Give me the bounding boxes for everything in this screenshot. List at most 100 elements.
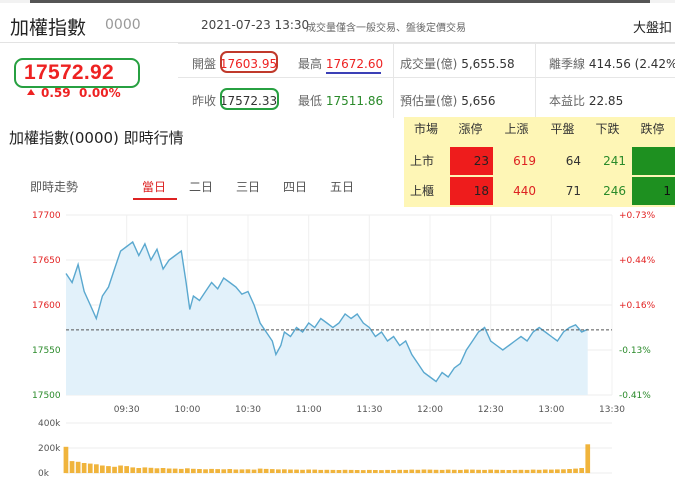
breadth-limit-down: 1	[632, 177, 675, 205]
breadth-header: 下跌	[595, 122, 620, 136]
volume-disclaimer: 成交量僅含一般交易、盤後定價交易	[306, 23, 466, 34]
volume-bar	[561, 469, 566, 474]
volume-bar	[488, 469, 493, 473]
y-right-tick-label: +0.16%	[619, 301, 656, 311]
volume-bar	[160, 468, 166, 473]
volume-bar	[470, 469, 475, 473]
market-breadth-table: 市場 漲停 上漲 平盤 下跌 跌停 上市 23 619 64 241 上櫃 18…	[404, 117, 675, 207]
stat-high-value: 17672.60	[325, 57, 384, 71]
volume-bar	[136, 468, 142, 473]
volume-bar	[512, 469, 518, 473]
volume-bar	[530, 469, 536, 473]
stats-col-divider	[535, 44, 536, 118]
stat-volume-label: 成交量(億)	[400, 57, 458, 71]
volume-bar	[421, 469, 427, 473]
tab-two-days[interactable]: 二日	[189, 180, 214, 194]
index-code: 0000	[105, 17, 141, 33]
breadth-header: 平盤	[550, 122, 575, 136]
tab-five-days[interactable]: 五日	[330, 180, 355, 194]
volume-bar	[397, 469, 402, 474]
volume-bar	[191, 468, 196, 474]
volume-bar	[306, 469, 311, 473]
volume-bar	[403, 469, 409, 473]
open-highlight-circle	[220, 51, 278, 73]
up-arrow-icon	[27, 89, 35, 95]
stat-volume: 成交量(億) 5,655.58	[400, 55, 515, 72]
stat-prev-value: 17572.33	[219, 94, 278, 108]
volume-bar	[269, 469, 275, 473]
volume-bar	[409, 469, 415, 473]
tab-three-days[interactable]: 三日	[236, 180, 261, 194]
y-right-tick-label: -0.13%	[619, 346, 651, 356]
breadth-up: 619	[513, 154, 536, 168]
volume-bar	[367, 469, 372, 473]
volume-bar	[142, 467, 148, 473]
volume-bar	[172, 468, 178, 473]
volume-bar	[415, 469, 421, 474]
volume-bar	[154, 468, 160, 474]
volume-bar	[506, 470, 512, 473]
breadth-limit-up: 18	[450, 177, 493, 205]
volume-tick-label: 0k	[38, 469, 50, 479]
stat-est-label: 預估量(億)	[400, 94, 458, 108]
volume-bar	[439, 469, 445, 473]
volume-bar	[87, 463, 93, 473]
volume-bar	[221, 469, 227, 474]
volume-bar	[555, 469, 560, 473]
current-price-box: 17572.92	[14, 58, 140, 88]
volume-bar	[81, 463, 87, 473]
x-tick-label: 13:30	[599, 405, 625, 415]
volume-bar	[464, 469, 469, 473]
breadth-flat: 71	[565, 184, 581, 198]
volume-bar	[458, 469, 463, 473]
stat-pe: 本益比 22.85	[549, 92, 623, 109]
volume-bar	[518, 469, 524, 474]
volume-bar	[124, 466, 129, 473]
volume-bar	[166, 468, 172, 473]
stat-est-value: 5,656	[461, 94, 496, 108]
breadth-market: 上市	[410, 154, 435, 168]
volume-bar	[294, 469, 299, 473]
breadth-header: 跌停	[640, 122, 665, 136]
volume-bar	[215, 469, 220, 473]
stat-low-label: 最低	[298, 94, 323, 108]
stats-col-divider	[393, 44, 394, 118]
breadth-limit-down	[632, 147, 675, 175]
price-line	[65, 240, 588, 383]
volume-bar	[100, 465, 105, 473]
top-strip-band	[30, 0, 650, 3]
tab-today[interactable]: 當日	[142, 180, 167, 194]
volume-bar	[203, 469, 208, 474]
volume-bar	[549, 469, 554, 473]
stat-high: 最高 17672.60	[298, 55, 383, 72]
stat-ma-label: 離季線	[549, 57, 586, 71]
volume-bar	[233, 469, 239, 473]
volume-bar	[427, 469, 433, 473]
volume-bar	[567, 469, 572, 473]
price-area	[66, 242, 588, 395]
stat-ma: 離季線 414.56 (2.42%	[549, 55, 675, 72]
volume-bar	[330, 469, 336, 473]
tab-four-days[interactable]: 四日	[283, 180, 308, 194]
x-tick-label: 12:00	[417, 405, 443, 415]
stat-prev-label: 昨收	[192, 94, 217, 108]
breadth-down: 241	[603, 154, 626, 168]
market-link[interactable]: 大盤扣	[633, 21, 673, 36]
stat-pe-label: 本益比	[549, 94, 586, 108]
stat-low-value: 17511.86	[325, 94, 384, 108]
top-strip	[0, 0, 675, 3]
volume-bar	[112, 466, 117, 474]
volume-bar	[318, 469, 324, 473]
breadth-limit-up: 23	[450, 147, 493, 175]
y-right-tick-label: +0.44%	[619, 256, 656, 266]
realtime-trend-label: 即時走勢	[30, 180, 79, 194]
section-title: 加權指數(0000) 即時行情	[9, 129, 184, 147]
price-change: 0.59	[41, 86, 71, 100]
y-tick-label: 17500	[32, 391, 61, 401]
high-underline	[326, 72, 381, 74]
x-tick-label: 09:30	[114, 405, 140, 415]
volume-bar	[391, 470, 396, 473]
volume-bar	[94, 464, 99, 474]
volume-bar	[542, 469, 548, 473]
volume-bar	[379, 470, 384, 473]
